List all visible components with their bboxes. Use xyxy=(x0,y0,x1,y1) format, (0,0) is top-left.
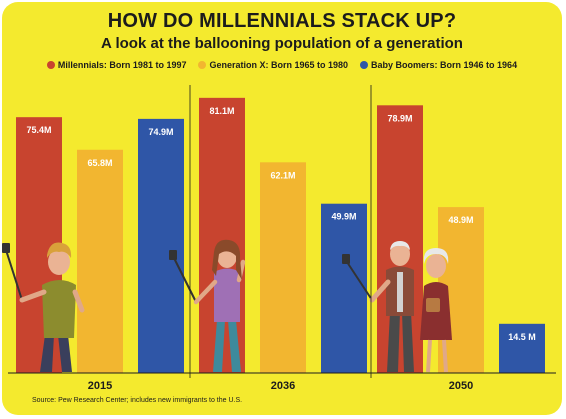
data-label: 49.9M xyxy=(331,212,356,222)
legend-swatch-genx xyxy=(198,61,207,69)
selfie-stick-icon xyxy=(173,257,197,303)
data-label: 75.4M xyxy=(26,125,51,135)
legend-label-genx: Generation X: Born 1965 to 1980 xyxy=(209,60,349,70)
source-note: Source: Pew Research Center; includes ne… xyxy=(32,397,243,404)
legend-swatch-boomers xyxy=(360,61,369,69)
selfie-stick-icon xyxy=(5,249,23,301)
selfie-person-illustration-2036 xyxy=(169,239,246,372)
data-label: 14.5 M xyxy=(508,332,536,342)
data-label: 48.9M xyxy=(448,215,473,225)
legend-item-boomers: Baby Boomers: Born 1946 to 1964 xyxy=(360,60,517,70)
bar-generation-x-2036 xyxy=(260,162,306,373)
selfie-stick-icon xyxy=(346,261,373,301)
data-label: 65.8M xyxy=(87,158,112,168)
x-tick-label: 2036 xyxy=(271,380,295,392)
data-label: 62.1M xyxy=(270,170,295,180)
legend-label-millennials: Millennials: Born 1981 to 1997 xyxy=(57,60,187,70)
x-tick-label: 2015 xyxy=(88,380,112,392)
chart-title: HOW DO MILLENNIALS STACK UP? xyxy=(107,10,457,32)
elderly-couple-illustration-2050 xyxy=(342,241,452,373)
data-label: 74.9M xyxy=(148,127,173,137)
x-axis: 2015 2036 2050 xyxy=(8,85,556,392)
data-label: 78.9M xyxy=(387,113,412,123)
legend: Millennials: Born 1981 to 1997 Generatio… xyxy=(2,60,562,70)
legend-item-millennials: Millennials: Born 1981 to 1997 xyxy=(46,60,187,70)
legend-item-genx: Generation X: Born 1965 to 1980 xyxy=(198,60,348,70)
bar-millennials-2050 xyxy=(377,105,423,373)
bar-generation-x-2015 xyxy=(77,149,123,373)
x-tick-label: 2050 xyxy=(449,380,473,392)
bar-baby-boomers-2036 xyxy=(321,203,367,373)
data-label: 81.1M xyxy=(209,106,234,116)
chart-subtitle: A look at the ballooning population of a… xyxy=(101,35,463,52)
legend-label-boomers: Baby Boomers: Born 1946 to 1964 xyxy=(371,60,518,70)
legend-swatch-millennials xyxy=(46,61,55,69)
bars-layer: 75.4M 65.8M 74.9M 81.1M 62.1M 49.9M 78.9M 48.9M… xyxy=(16,97,545,373)
bar-baby-boomers-2015 xyxy=(138,118,184,373)
bar-baby-boomers-2050 xyxy=(499,323,545,373)
selfie-person-illustration-2015 xyxy=(2,242,85,372)
illustrations-layer xyxy=(2,239,452,373)
